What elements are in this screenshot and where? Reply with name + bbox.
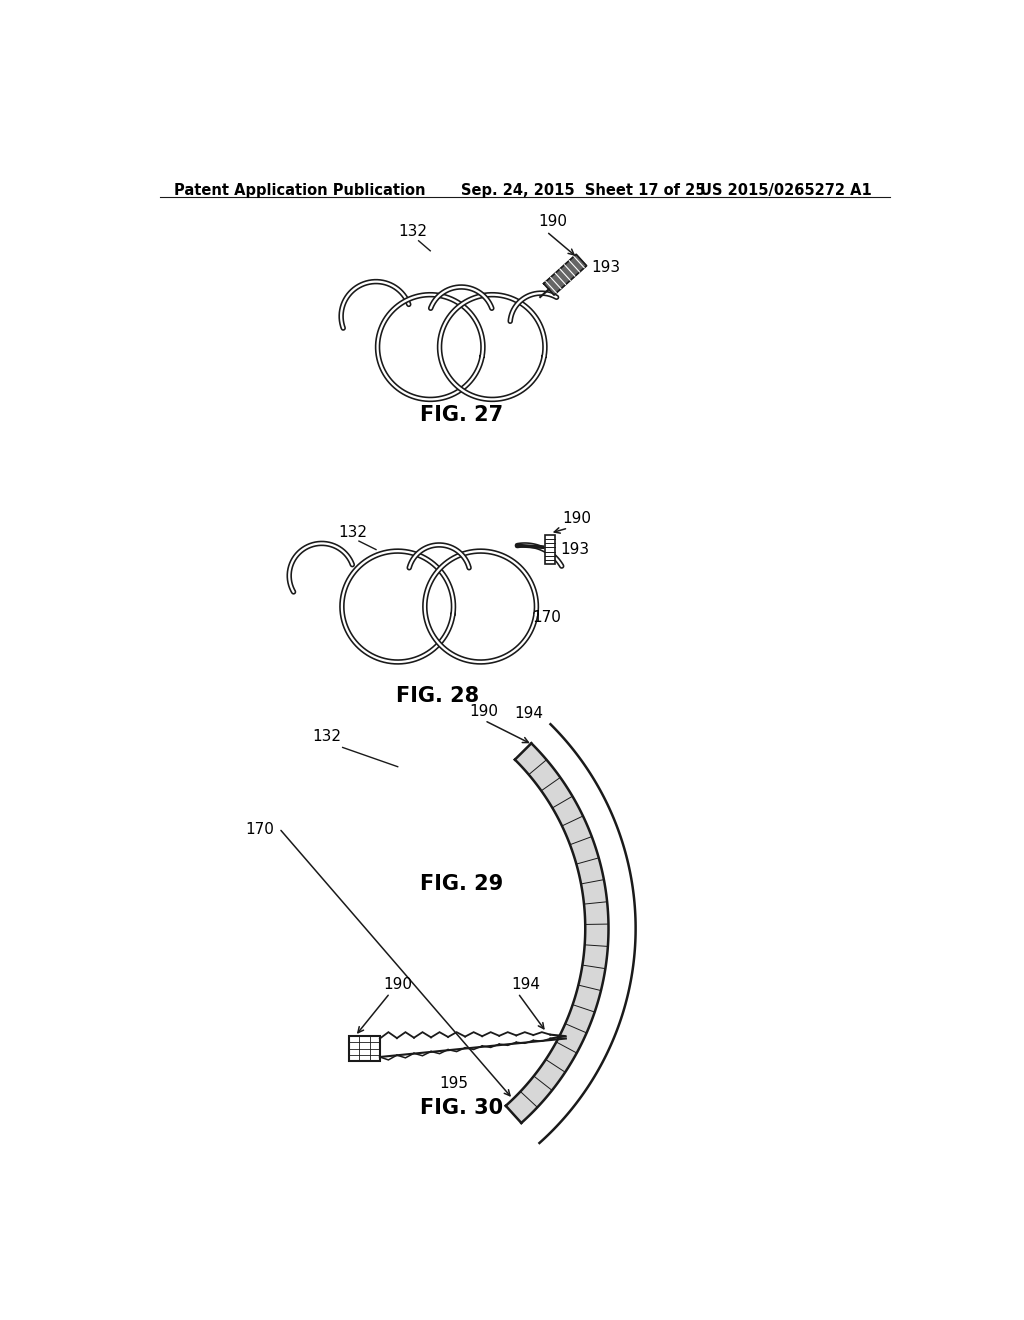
Polygon shape xyxy=(506,743,608,1123)
Text: FIG. 30: FIG. 30 xyxy=(420,1098,503,1118)
Text: FIG. 27: FIG. 27 xyxy=(420,405,503,425)
Text: 190: 190 xyxy=(469,704,498,719)
Text: Patent Application Publication: Patent Application Publication xyxy=(174,183,426,198)
Text: 132: 132 xyxy=(312,729,341,743)
Text: 170: 170 xyxy=(245,822,273,837)
Text: 190: 190 xyxy=(384,977,413,991)
Text: 132: 132 xyxy=(398,224,428,239)
Text: 190: 190 xyxy=(539,214,567,230)
Text: 190: 190 xyxy=(562,511,591,527)
Text: 194: 194 xyxy=(512,977,541,991)
Text: 193: 193 xyxy=(592,260,621,276)
Text: Sep. 24, 2015  Sheet 17 of 25: Sep. 24, 2015 Sheet 17 of 25 xyxy=(461,183,706,198)
Text: 132: 132 xyxy=(338,524,368,540)
Text: 194: 194 xyxy=(514,705,543,721)
Text: FIG. 29: FIG. 29 xyxy=(420,875,503,895)
Text: 193: 193 xyxy=(560,543,589,557)
Bar xyxy=(545,535,555,564)
Polygon shape xyxy=(544,255,587,294)
Text: 170: 170 xyxy=(532,610,561,626)
Text: FIG. 28: FIG. 28 xyxy=(396,686,479,706)
Text: US 2015/0265272 A1: US 2015/0265272 A1 xyxy=(700,183,872,198)
Text: 195: 195 xyxy=(439,1076,468,1092)
Bar xyxy=(349,1036,380,1061)
